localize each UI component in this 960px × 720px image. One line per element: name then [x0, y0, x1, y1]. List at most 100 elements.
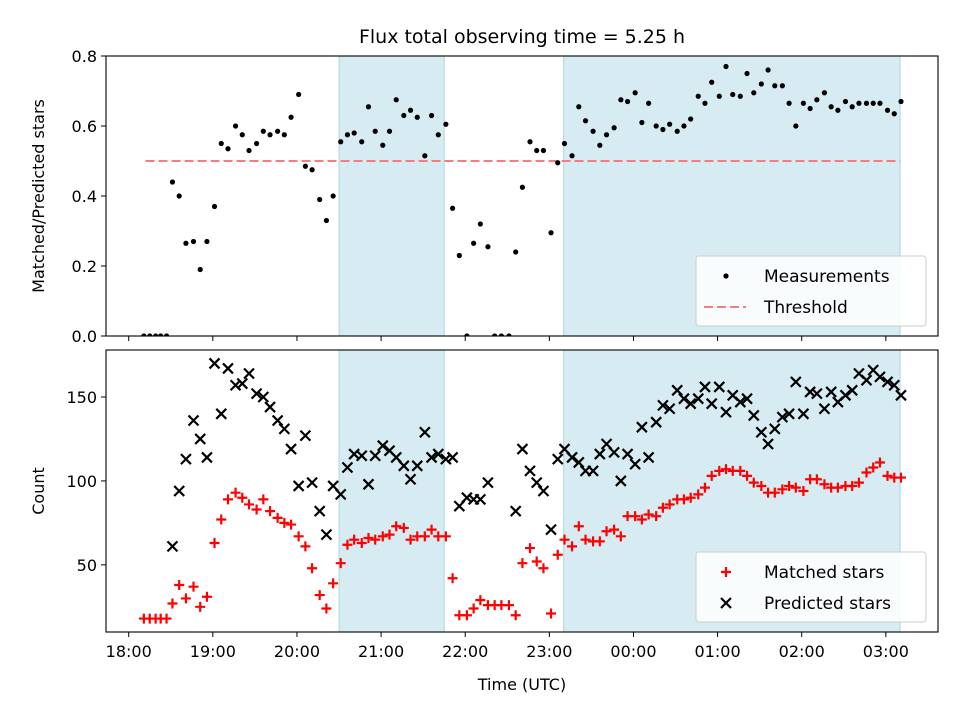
data-point	[477, 221, 483, 227]
data-point	[299, 429, 312, 442]
data-point	[428, 112, 435, 119]
data-point	[498, 333, 504, 336]
y-tick-label: 0.4	[72, 187, 97, 206]
data-point	[187, 414, 200, 427]
data-point	[540, 147, 547, 154]
data-point	[236, 377, 249, 390]
data-point	[411, 460, 424, 472]
data-point	[204, 238, 210, 245]
data-point	[285, 443, 297, 455]
data-point	[321, 603, 332, 614]
data-point	[699, 381, 711, 393]
data-point	[818, 402, 831, 415]
data-point	[176, 193, 182, 199]
data-point	[804, 386, 816, 398]
data-point	[432, 448, 445, 460]
data-point	[898, 98, 904, 105]
data-point	[443, 121, 449, 127]
y-tick-label: 0.6	[72, 117, 97, 136]
data-point	[853, 477, 864, 488]
data-point	[639, 119, 645, 126]
data-point	[376, 439, 389, 452]
data-point	[664, 499, 675, 510]
data-point	[671, 384, 683, 397]
data-point	[765, 67, 771, 73]
data-point	[456, 252, 462, 259]
data-point	[313, 505, 326, 517]
data-point	[603, 132, 610, 138]
data-point	[643, 509, 654, 520]
data-point	[286, 519, 297, 530]
data-point	[216, 514, 227, 525]
data-point	[195, 601, 206, 612]
data-point	[147, 333, 153, 336]
data-point	[699, 482, 710, 493]
data-point	[594, 448, 606, 460]
data-point	[678, 494, 689, 505]
data-point	[636, 514, 647, 525]
data-point	[244, 499, 255, 510]
data-point	[510, 610, 521, 621]
data-point	[492, 333, 498, 336]
data-point	[790, 482, 801, 493]
ratio-panel: 0.0 0.2 0.4 0.6 0.8 Matched/Predicted stars Me…	[29, 47, 939, 346]
data-point	[608, 446, 620, 459]
data-point	[552, 549, 563, 560]
data-point	[265, 506, 276, 517]
data-point	[685, 492, 696, 503]
data-point	[267, 132, 273, 138]
data-point	[341, 461, 354, 474]
data-point	[870, 100, 876, 106]
data-point	[891, 111, 897, 117]
data-point	[490, 644, 500, 654]
data-point	[601, 526, 612, 537]
data-point	[755, 426, 768, 439]
data-point	[695, 93, 701, 99]
data-point	[419, 531, 430, 542]
data-point	[153, 333, 159, 336]
data-point	[769, 487, 780, 498]
data-point	[253, 140, 260, 147]
data-point	[435, 132, 441, 138]
data-point	[363, 533, 374, 543]
data-point	[251, 504, 262, 515]
data-point	[877, 100, 883, 106]
data-point	[496, 644, 506, 654]
data-point	[895, 472, 906, 483]
data-point	[734, 396, 747, 408]
data-point	[615, 531, 626, 542]
data-point	[779, 83, 785, 89]
data-point	[197, 266, 203, 273]
y-tick-label: 0.2	[72, 257, 97, 276]
legend-label: Predicted stars	[764, 594, 891, 614]
data-point	[716, 93, 722, 99]
data-point	[721, 464, 732, 475]
data-point	[797, 408, 810, 420]
data-point	[758, 81, 764, 87]
data-point	[784, 480, 795, 491]
legend-marker	[721, 567, 731, 577]
data-point	[516, 443, 529, 455]
data-point	[307, 563, 318, 574]
data-point	[422, 153, 428, 159]
data-point	[344, 132, 351, 138]
data-point	[632, 90, 638, 96]
data-point	[158, 333, 164, 336]
plot-area-counts	[138, 357, 907, 654]
data-point	[881, 376, 894, 388]
data-point	[398, 522, 409, 533]
data-point	[551, 453, 564, 465]
data-point	[211, 203, 218, 210]
data-point	[517, 558, 528, 569]
data-point	[783, 408, 795, 420]
data-point	[693, 489, 704, 500]
legend-marker	[720, 597, 732, 609]
series-predicted-stars	[166, 357, 907, 654]
data-point	[190, 238, 197, 245]
data-point	[174, 580, 185, 590]
legend-counts: Matched stars Predicted stars	[695, 551, 927, 623]
data-point	[807, 105, 813, 112]
data-point	[678, 392, 690, 405]
data-point	[527, 139, 533, 145]
